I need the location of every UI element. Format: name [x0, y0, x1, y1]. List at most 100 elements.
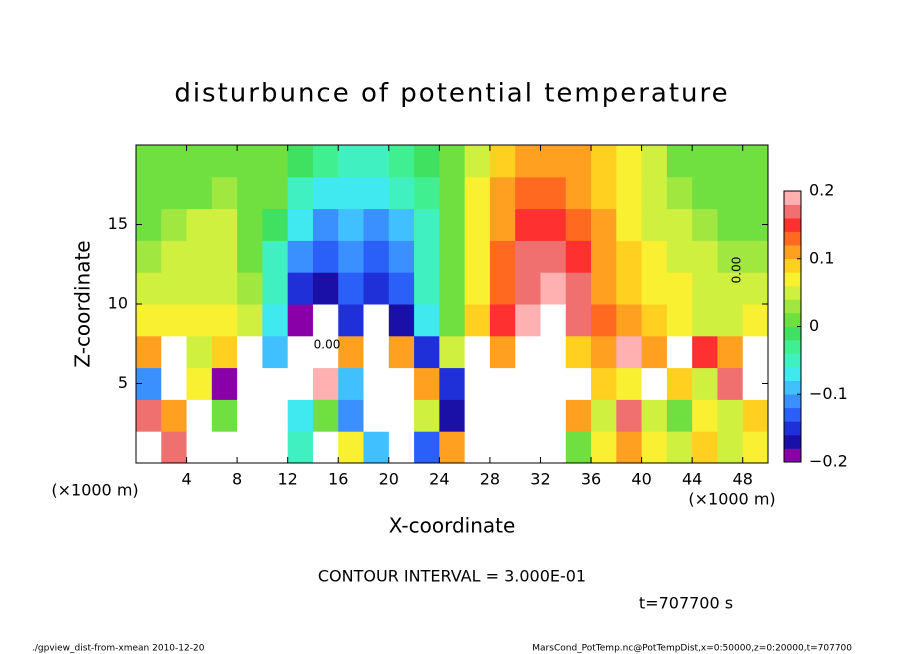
- cell: [540, 431, 567, 464]
- cell: [237, 367, 263, 400]
- cell: [414, 272, 440, 305]
- cell: [540, 240, 567, 273]
- cell: [616, 176, 643, 210]
- cell: [439, 367, 466, 400]
- cell: [464, 399, 491, 432]
- cell: [287, 367, 314, 400]
- cell: [363, 399, 390, 432]
- cell: [136, 399, 162, 432]
- cell: [312, 431, 339, 464]
- x-tick-label: 44: [682, 470, 702, 489]
- cell: [439, 399, 466, 432]
- cell: [439, 272, 466, 305]
- cell: [489, 335, 516, 369]
- cell: [692, 272, 718, 305]
- colorbar-swatch: [784, 299, 801, 314]
- colorbar-tick-label: 0.1: [809, 248, 834, 267]
- cell: [237, 399, 263, 432]
- y-unit: (×1000 m): [51, 481, 138, 500]
- colorbar-swatch: [784, 204, 801, 219]
- cell: [641, 145, 668, 178]
- cell: [489, 208, 516, 241]
- cell: [262, 304, 289, 337]
- cell: [211, 240, 238, 273]
- cell: [641, 240, 668, 273]
- cell: [287, 240, 314, 273]
- cell: [717, 240, 744, 273]
- cell: [464, 176, 491, 210]
- cell: [414, 240, 440, 273]
- cell: [666, 145, 693, 178]
- cell: [161, 272, 188, 305]
- cell: [262, 145, 289, 178]
- colorbar-swatch: [784, 434, 801, 449]
- cell: [717, 145, 744, 178]
- colorbar-swatch: [784, 394, 801, 409]
- cell: [540, 304, 567, 337]
- cell: [338, 176, 365, 210]
- cell: [262, 431, 289, 464]
- field: [136, 145, 769, 464]
- cell: [186, 240, 213, 273]
- colorbar-swatch: [784, 380, 801, 395]
- cell: [338, 367, 365, 400]
- cell: [136, 304, 162, 337]
- cell: [641, 272, 668, 305]
- x-tick-label: 20: [379, 470, 399, 489]
- cell: [211, 335, 238, 369]
- cell: [641, 431, 668, 464]
- cell: [186, 176, 213, 210]
- cell: [388, 240, 415, 273]
- cell: [287, 431, 314, 464]
- cell: [186, 272, 213, 305]
- cell: [136, 431, 162, 464]
- cell: [363, 304, 390, 337]
- cell: [515, 272, 541, 305]
- cell: [338, 431, 365, 464]
- cell: [692, 431, 718, 464]
- cell: [439, 145, 466, 178]
- cell: [388, 208, 415, 241]
- cell: [641, 208, 668, 241]
- cell: [262, 176, 289, 210]
- cell: [591, 399, 617, 432]
- cell: [363, 272, 390, 305]
- cell: [515, 176, 541, 210]
- cell: [515, 145, 541, 178]
- cell: [591, 367, 617, 400]
- y-tick-label: 5: [118, 373, 128, 392]
- cell: [591, 240, 617, 273]
- cell: [515, 431, 541, 464]
- cell: [186, 431, 213, 464]
- cell: [692, 335, 718, 369]
- cell: [312, 208, 339, 241]
- cell: [439, 335, 466, 369]
- cell: [616, 431, 643, 464]
- cell: [312, 367, 339, 400]
- cell: [136, 145, 162, 178]
- footer-right: MarsCond_PotTemp.nc@PotTempDist,x=0:5000…: [532, 644, 852, 654]
- cell: [666, 176, 693, 210]
- cell: [464, 272, 491, 305]
- colorbar-tick-label: −0.1: [809, 384, 848, 403]
- cell: [237, 272, 263, 305]
- cell: [363, 335, 390, 369]
- cell: [540, 335, 567, 369]
- cell: [287, 304, 314, 337]
- cell: [388, 399, 415, 432]
- cell: [211, 176, 238, 210]
- cell: [312, 272, 339, 305]
- cell: [161, 145, 188, 178]
- cell: [464, 304, 491, 337]
- cell: [742, 272, 769, 305]
- cell: [237, 240, 263, 273]
- cell: [515, 208, 541, 241]
- colorbar-swatch: [784, 353, 801, 368]
- cell: [439, 431, 466, 464]
- cell: [565, 176, 592, 210]
- time-label: t=707700 s: [639, 594, 733, 613]
- footer-left: ./gpview_dist-from-xmean 2010-12-20: [32, 644, 205, 654]
- cell: [489, 367, 516, 400]
- cell: [186, 145, 213, 178]
